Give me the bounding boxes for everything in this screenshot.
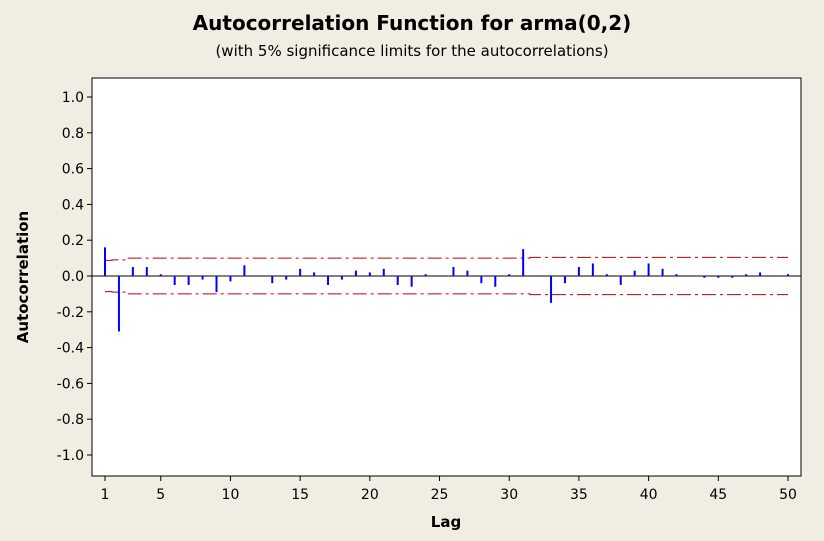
- x-axis-ticks: 1 5 10 15 20 25 30 35 40 45 50: [101, 476, 797, 503]
- chart-title: Autocorrelation Function for arma(0,2): [193, 11, 632, 35]
- x-tick-label: 35: [570, 487, 588, 503]
- x-tick-label: 15: [291, 487, 309, 503]
- y-tick-label: 0.4: [62, 197, 84, 213]
- significance-limit-lower: [105, 291, 788, 296]
- y-tick-label: 0.0: [62, 269, 84, 285]
- x-tick-label: 5: [156, 487, 165, 503]
- y-tick-label: 0.8: [62, 126, 84, 142]
- chart-subtitle: (with 5% significance limits for the aut…: [215, 42, 608, 60]
- acf-bars: [104, 247, 789, 332]
- y-tick-label: -1.0: [57, 448, 84, 464]
- y-tick-label: 0.6: [62, 162, 84, 178]
- x-tick-label: 25: [431, 487, 449, 503]
- x-axis-label: Lag: [431, 513, 461, 531]
- y-tick-label: -0.4: [57, 341, 84, 357]
- x-tick-label: 30: [500, 487, 518, 503]
- x-tick-label: 10: [222, 487, 240, 503]
- y-axis-ticks: 1.0 0.8 0.6 0.4 0.2 0.0 -0.2 -0.4 -0.6 -0.8 -1.0: [57, 90, 92, 464]
- y-tick-label: -0.8: [57, 412, 84, 428]
- y-tick-label: 1.0: [62, 90, 84, 106]
- x-tick-label: 40: [640, 487, 658, 503]
- x-tick-label: 50: [779, 487, 797, 503]
- x-tick-label: 1: [101, 487, 110, 503]
- significance-limits: [105, 256, 788, 296]
- significance-limit-upper: [105, 256, 788, 261]
- y-tick-label: -0.2: [57, 305, 84, 321]
- plot-area: [91, 77, 802, 477]
- y-tick-label: 0.2: [62, 233, 84, 249]
- y-axis-label: Autocorrelation: [14, 211, 32, 344]
- x-tick-label: 45: [709, 487, 727, 503]
- x-tick-label: 20: [361, 487, 379, 503]
- y-tick-label: -0.6: [57, 376, 84, 392]
